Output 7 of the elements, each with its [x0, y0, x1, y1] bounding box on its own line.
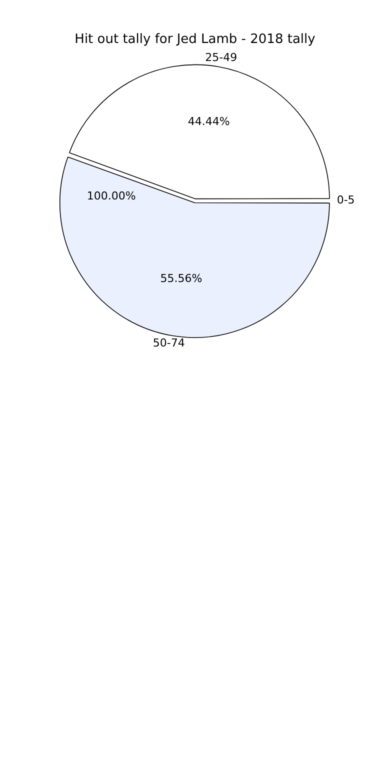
data-label: 55.56% — [160, 272, 202, 286]
slice-label: 50-74 — [152, 336, 185, 350]
data-label: 44.44% — [188, 115, 230, 128]
slice-label: 25-49 — [205, 51, 238, 64]
category-label: 0-5 — [336, 194, 355, 207]
text: 100.00% — [86, 190, 136, 203]
chart-title: Hit out tally for Jed Lamb - 2018 tally — [74, 32, 316, 48]
